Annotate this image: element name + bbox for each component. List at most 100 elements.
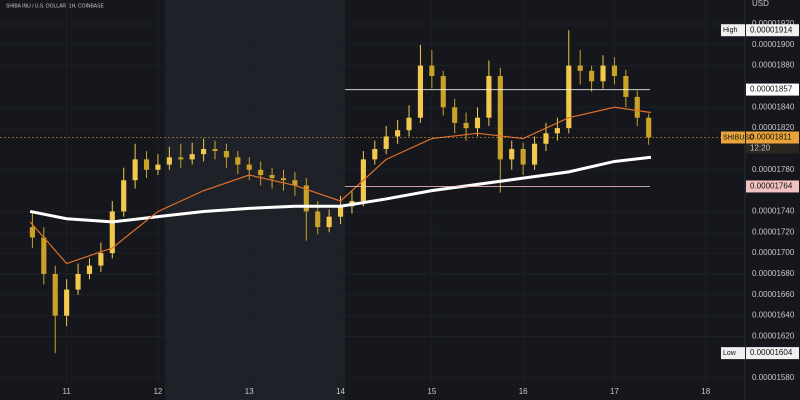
candle-body bbox=[452, 107, 458, 123]
y-tick-label: 0.00001820 bbox=[752, 123, 795, 132]
y-tick-label: 0.00001840 bbox=[752, 102, 795, 111]
candle-body bbox=[531, 143, 538, 165]
marker-name-box bbox=[721, 347, 745, 360]
candle-body bbox=[86, 265, 93, 274]
candle-body bbox=[634, 96, 640, 118]
marker-name: High bbox=[723, 27, 738, 34]
candle-body bbox=[463, 122, 469, 129]
candle-body bbox=[212, 148, 218, 152]
candle-body bbox=[611, 65, 618, 77]
marker-name: SHIBUSD bbox=[723, 134, 754, 141]
candle-body bbox=[41, 237, 47, 274]
candle-body bbox=[486, 76, 492, 118]
price-label-box bbox=[746, 180, 799, 193]
candle-body bbox=[474, 117, 481, 129]
candle-body bbox=[201, 148, 207, 155]
price-label: 0.00001857 bbox=[750, 85, 793, 94]
price-label-box bbox=[746, 24, 799, 37]
candle-body bbox=[600, 65, 606, 82]
y-tick-label: 0.00001920 bbox=[752, 19, 795, 28]
candle-body bbox=[372, 148, 378, 160]
marker-name-box bbox=[721, 24, 745, 37]
candle-body bbox=[64, 289, 70, 316]
marker-name-box bbox=[721, 131, 745, 144]
x-tick-label: 16 bbox=[519, 387, 528, 396]
y-tick-label: 0.00001780 bbox=[752, 165, 795, 174]
y-tick-label: 0.00001900 bbox=[752, 40, 795, 49]
candle-body bbox=[98, 253, 104, 266]
candle-body bbox=[189, 154, 195, 160]
candle-body bbox=[269, 175, 275, 179]
price-label: 0.00001811 bbox=[750, 133, 792, 142]
candle-body bbox=[315, 211, 321, 228]
x-tick-label: 13 bbox=[245, 387, 254, 396]
candle-body bbox=[326, 216, 332, 228]
currency-label: USD bbox=[752, 0, 769, 8]
moving-average bbox=[29, 155, 652, 224]
moving-average bbox=[29, 106, 652, 265]
candle-body bbox=[646, 117, 652, 138]
x-tick-label: 15 bbox=[427, 387, 436, 396]
candle-body bbox=[589, 70, 595, 82]
candle-body bbox=[566, 65, 572, 129]
candle-body bbox=[303, 185, 309, 212]
candle-body bbox=[395, 130, 401, 137]
candle-body bbox=[543, 133, 549, 144]
candle-body bbox=[223, 151, 229, 158]
x-tick-label: 12 bbox=[153, 387, 162, 396]
candle-body bbox=[132, 159, 138, 181]
candle-body bbox=[440, 76, 446, 108]
price-label: 0.00001604 bbox=[750, 348, 793, 357]
candle-body bbox=[520, 148, 526, 165]
price-label: 0.00001764 bbox=[750, 182, 793, 191]
y-tick-label: 0.00001660 bbox=[752, 290, 795, 299]
candle-body bbox=[52, 273, 58, 316]
candle-body bbox=[246, 164, 252, 170]
candle-body bbox=[258, 169, 264, 175]
candle-body bbox=[577, 65, 583, 71]
candle-body bbox=[292, 180, 298, 186]
candle-body bbox=[429, 65, 435, 77]
candle-body bbox=[406, 117, 412, 131]
candle-body bbox=[155, 164, 161, 170]
y-tick-label: 0.00001620 bbox=[752, 332, 795, 341]
x-tick-label: 14 bbox=[336, 387, 345, 396]
price-label-box bbox=[746, 83, 799, 96]
candle-body bbox=[75, 273, 81, 290]
candle-body bbox=[280, 178, 287, 181]
candle-body bbox=[121, 180, 127, 212]
candle-body bbox=[509, 148, 515, 160]
candle-body bbox=[417, 65, 423, 118]
x-tick-label: 17 bbox=[610, 387, 619, 396]
candle-body bbox=[178, 157, 184, 160]
countdown: 12:20 bbox=[750, 144, 771, 153]
chart-title: SHIBA INU / U.S. DOLLAR, 1H, COINBASE bbox=[6, 3, 104, 9]
y-tick-label: 0.00001580 bbox=[752, 373, 795, 382]
y-tick-label: 0.00001700 bbox=[752, 248, 795, 257]
session-shade bbox=[165, 0, 345, 400]
x-tick-label: 11 bbox=[62, 387, 71, 396]
candle-body bbox=[497, 76, 503, 160]
candle-body bbox=[143, 159, 150, 170]
candle-body bbox=[235, 157, 241, 165]
candle-body bbox=[623, 76, 629, 97]
countdown-box bbox=[746, 143, 799, 154]
price-label-box bbox=[746, 347, 799, 360]
price-label: 0.00001914 bbox=[750, 25, 793, 34]
candle-body bbox=[554, 128, 560, 134]
marker-name: Low bbox=[723, 350, 737, 357]
candle-body bbox=[166, 157, 172, 165]
y-tick-label: 0.00001680 bbox=[752, 269, 795, 278]
candle-body bbox=[109, 211, 115, 254]
candle-body bbox=[383, 136, 389, 149]
y-tick-label: 0.00001640 bbox=[752, 311, 795, 320]
y-tick-label: 0.00001740 bbox=[752, 207, 795, 216]
candle-body bbox=[29, 227, 35, 238]
y-tick-label: 0.00001720 bbox=[752, 227, 795, 236]
x-tick-label: 18 bbox=[701, 387, 710, 396]
price-label-box bbox=[746, 131, 799, 144]
candle-body bbox=[337, 206, 344, 217]
